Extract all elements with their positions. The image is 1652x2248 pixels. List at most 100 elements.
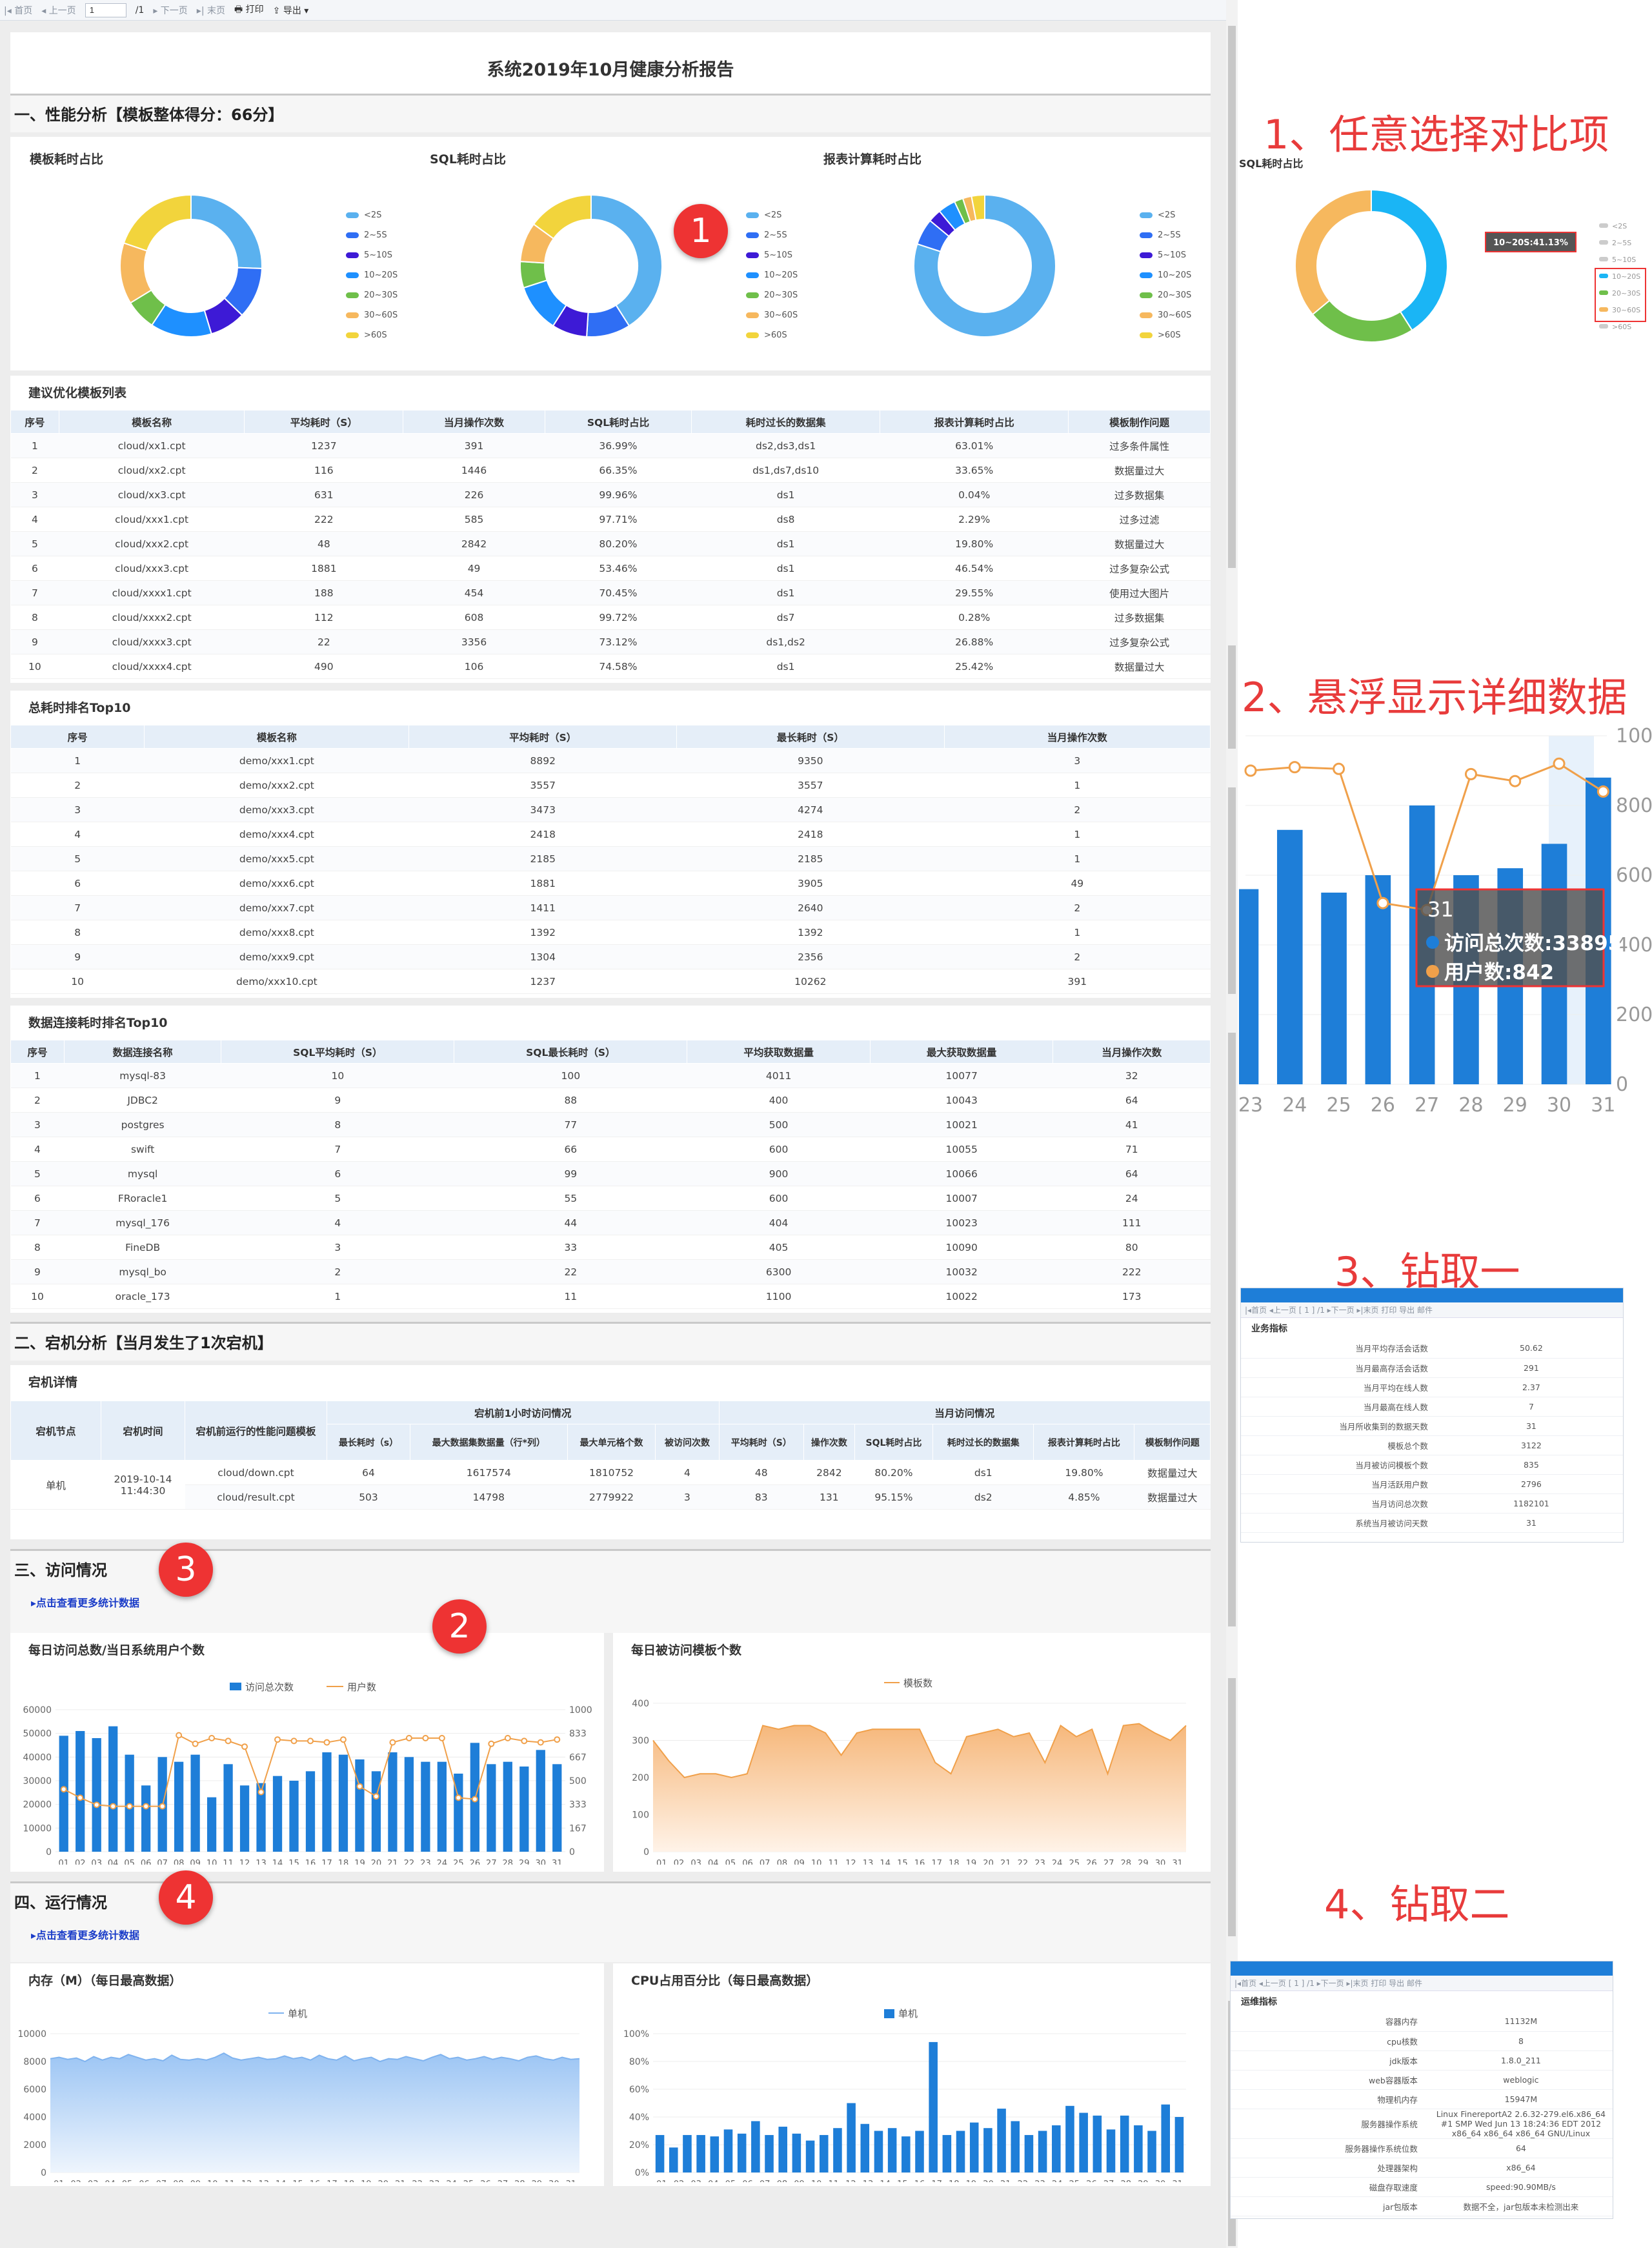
table-cell: 1 xyxy=(10,433,59,458)
prev-page-button[interactable]: ◂ 上一页 xyxy=(41,5,76,16)
y-tick-label: 4000 xyxy=(23,2112,46,2123)
table-cell: 2185 xyxy=(408,846,677,871)
x-tick-label: 24 xyxy=(446,2180,457,2182)
legend-swatch xyxy=(346,292,359,298)
table-cell: 10055 xyxy=(870,1137,1053,1162)
x-tick-label: 31 xyxy=(1591,1094,1615,1117)
chart-legend: 访问总次数 用户数 xyxy=(230,1681,376,1693)
y-tick-label: 100% xyxy=(623,2029,649,2040)
daily-visits-chart[interactable]: 访问总次数 用户数 0 0 10000 167 20000 333 30000 500 40000 6… xyxy=(10,1658,604,1868)
crash-subheader-row: 最长耗时（s） 最大数据集数据量（行*列） 最大单元格个数 被访问次数 平均耗时（S）操… xyxy=(11,1424,1211,1461)
crash-cell: 83 xyxy=(719,1484,804,1510)
donut-chart xyxy=(913,194,1056,338)
cpu-bar xyxy=(792,2133,801,2172)
table-cell: 3557 xyxy=(676,773,945,798)
table-cell: oracle_173 xyxy=(64,1284,221,1309)
legend-item: 2~5S xyxy=(346,225,398,245)
crash-card: 宕机详情 宕机节点 宕机时间 宕机前运行的性能问题模板 宕机前1小时访问情况 当月访问情… xyxy=(10,1365,1211,1539)
mini-header xyxy=(1231,1961,1613,1976)
table-cell: swift xyxy=(64,1137,221,1162)
table-cell: demo/xxx5.cpt xyxy=(144,846,409,871)
badge-1: 1 xyxy=(674,204,728,258)
legend-swatch xyxy=(746,332,759,338)
visits-bar xyxy=(437,1761,447,1852)
table-cell: 5 xyxy=(221,1186,454,1211)
mini-value: 2796 xyxy=(1439,1474,1623,1494)
mini-group-title: 业务指标 xyxy=(1251,1324,1287,1334)
table-cell: 2 xyxy=(221,1259,454,1284)
legend-label: 20~30S xyxy=(364,290,398,300)
scroll-thumb[interactable] xyxy=(1228,26,1236,568)
users-point xyxy=(422,1735,429,1741)
daily-templates-chart[interactable]: 模板数 0 100 200 300 400 01 02 03 04 05 06 07 08 09 10 11 12… xyxy=(613,1658,1211,1868)
visits-bar xyxy=(371,1771,381,1852)
memory-chart[interactable]: 单机 0 2000 4000 6000 8000 10000 01 02 03 04 05 06 07 08… xyxy=(10,1989,604,2189)
visits-bar xyxy=(190,1754,200,1852)
page-number-input[interactable] xyxy=(85,3,126,17)
donut-title: 报表计算耗时占比 xyxy=(823,152,922,167)
cpu-chart[interactable]: 单机 0% 20% 40% 60% 80% 100% 01 02 03 04 05 06 07 08 09 10… xyxy=(613,1989,1211,2189)
legend-label: <2S xyxy=(1158,210,1176,220)
cpu-bar xyxy=(915,2131,924,2172)
table-row: 9 mysql_bo 2 22 6300 10032 222 xyxy=(10,1259,1211,1284)
crash-cell: 2842 xyxy=(803,1460,855,1485)
legend-label: 单机 xyxy=(288,2008,307,2020)
x-tick-label: 10 xyxy=(206,1859,217,1865)
x-tick-label: 06 xyxy=(742,1859,753,1865)
table-cell: 1 xyxy=(10,1063,65,1088)
export-button[interactable]: ⇪ 导出 ▾ xyxy=(272,5,309,16)
first-page-button[interactable]: |◂ 首页 xyxy=(4,5,33,16)
report-scrollbar[interactable] xyxy=(1226,0,1238,2248)
users-point xyxy=(339,1736,347,1743)
callout2-chart[interactable]: 1000 800 600 400 200 0 23 24 25 26 27 28 29 30 31 31 访问总… xyxy=(1239,723,1652,1136)
crash-time: 2019-10-14 11:44:30 xyxy=(101,1460,185,1510)
x-tick-label: 01 xyxy=(58,1859,69,1865)
table-cell: 9 xyxy=(221,1088,454,1113)
table-cell: 过多过滤 xyxy=(1068,507,1211,532)
y-tick-label: 6000 xyxy=(23,2085,46,2095)
visits-bar xyxy=(503,1761,512,1852)
table-row: 7 demo/xxx7.cpt 1411 2640 2 xyxy=(10,895,1211,920)
y-tick-label: 10000 xyxy=(23,1823,52,1834)
visits-bar xyxy=(92,1738,101,1852)
table-cell: 1 xyxy=(944,773,1211,798)
last-page-button[interactable]: ▸| 末页 xyxy=(196,5,225,16)
visits-bar xyxy=(223,1764,233,1852)
table-cell: 8 xyxy=(10,920,145,945)
x-tick-label: 03 xyxy=(690,1859,701,1865)
visits-bar xyxy=(289,1781,299,1852)
cpu-bar xyxy=(887,2128,897,2172)
legend-swatch xyxy=(1599,290,1608,295)
legend-label: 10~20S xyxy=(764,270,798,280)
y-tick-label: 30000 xyxy=(23,1776,52,1787)
x-tick-label: 26 xyxy=(470,1859,481,1865)
badge-2: 2 xyxy=(432,1599,487,1654)
x-tick-label: 22 xyxy=(412,2180,423,2182)
mini-value: 2.37 xyxy=(1439,1377,1623,1397)
mini-row: jar包版本 数据不全，jar包版本未检测出来 xyxy=(1231,2196,1613,2216)
donut-block: SQL耗时占比 <2S 2~5S 5~10S 10~20S 20~30S 30~60S >60… xyxy=(410,137,811,369)
more-visit-stats-link[interactable]: ▸点击查看更多统计数据 xyxy=(31,1597,140,1609)
cpu-bar xyxy=(1147,2131,1156,2172)
mini-value: 15947M xyxy=(1429,2089,1613,2109)
print-button[interactable]: 🖶 打印 xyxy=(234,4,264,15)
table-cell: 1 xyxy=(944,822,1211,847)
mini-key: 当月平均在线人数 xyxy=(1241,1377,1440,1397)
callout1-donut[interactable]: 10~20S:41.13% <2S 2~5S 5~10S 10~20S 20~30S 30~… xyxy=(1239,170,1652,358)
crash-cell: 48 xyxy=(719,1460,804,1485)
x-tick-label: 30 xyxy=(549,2180,559,2182)
table-cell: 100 xyxy=(454,1063,687,1088)
table-cell: 2.29% xyxy=(880,507,1069,532)
x-tick-label: 11 xyxy=(223,1859,234,1865)
y-tick-label: 40% xyxy=(629,2112,649,2123)
table-cell: 10 xyxy=(10,1284,65,1309)
users-point xyxy=(274,1736,281,1743)
x-tick-label: 07 xyxy=(156,2180,167,2182)
cpu-bar xyxy=(833,2128,842,2172)
more-runtime-stats-link[interactable]: ▸点击查看更多统计数据 xyxy=(31,1929,140,1941)
next-page-button[interactable]: ▸ 下一页 xyxy=(153,5,188,16)
table-row: 9 demo/xxx9.cpt 1304 2356 2 xyxy=(10,944,1211,969)
table-cell: 2640 xyxy=(676,895,945,920)
table-header-cell: 最长耗时（S） xyxy=(676,725,945,749)
legend-item: 2~5S xyxy=(1140,225,1191,245)
